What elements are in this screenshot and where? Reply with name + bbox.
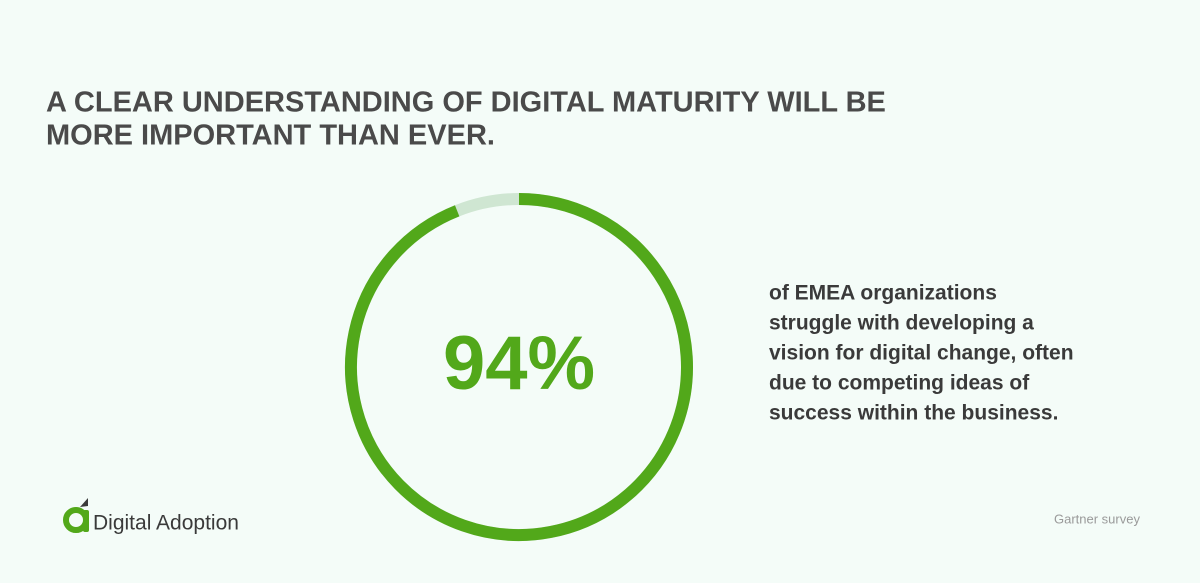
value-label: 94% <box>443 321 595 406</box>
description-line: struggle with developing a <box>769 312 1034 335</box>
brand-name: Digital Adoption <box>93 512 239 535</box>
brand-logo <box>63 498 89 533</box>
title-line: MORE IMPORTANT THAN EVER. <box>46 120 495 152</box>
description-line: success within the business. <box>769 402 1058 425</box>
title-line: A CLEAR UNDERSTANDING OF DIGITAL MATURIT… <box>46 87 886 119</box>
ring-arc <box>345 193 693 541</box>
logo-leaf <box>80 498 88 507</box>
source: Gartner survey <box>1054 511 1140 526</box>
description-line: due to competing ideas of <box>769 372 1030 395</box>
description-line: vision for digital change, often <box>769 342 1074 365</box>
logo-stem <box>83 510 89 532</box>
description-line: of EMEA organizations <box>769 282 997 305</box>
